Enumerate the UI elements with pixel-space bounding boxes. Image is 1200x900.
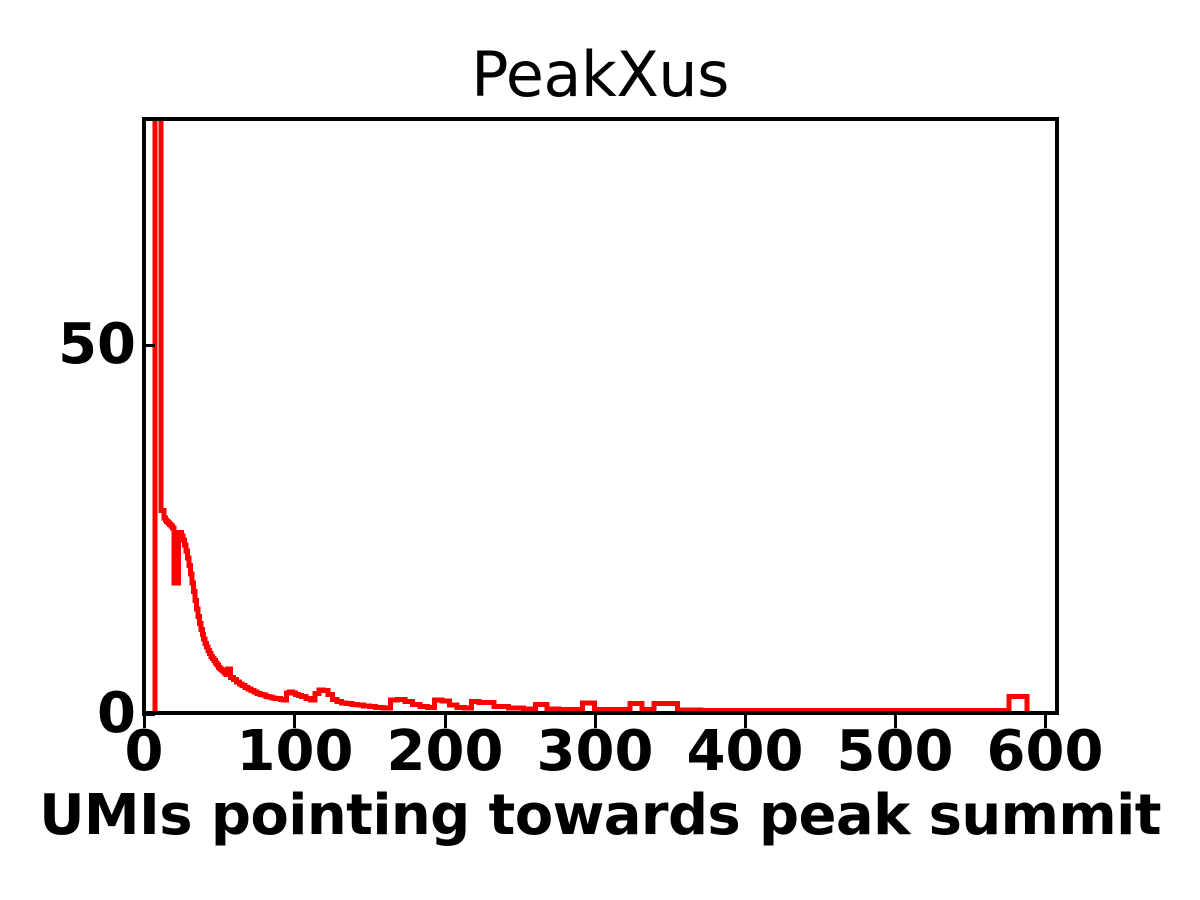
ytick-50 bbox=[142, 344, 155, 347]
yticklabel-0: 0 bbox=[97, 681, 136, 746]
xticklabel-500: 500 bbox=[836, 719, 954, 784]
xtick-300 bbox=[594, 715, 597, 728]
chart-title: PeakXus bbox=[471, 38, 729, 111]
xtick-0 bbox=[143, 715, 146, 728]
plot-area bbox=[142, 117, 1059, 715]
yticklabel-50: 50 bbox=[58, 312, 136, 377]
ytick-0 bbox=[142, 713, 155, 716]
series-line-umi-count bbox=[152, 121, 1030, 711]
xtick-100 bbox=[293, 715, 296, 728]
xticklabel-0: 0 bbox=[124, 719, 164, 784]
xtick-500 bbox=[894, 715, 897, 728]
xticklabel-400: 400 bbox=[686, 719, 804, 784]
xticklabel-300: 300 bbox=[536, 719, 654, 784]
xtick-400 bbox=[744, 715, 747, 728]
xtick-600 bbox=[1044, 715, 1047, 728]
x-axis-label: UMIs pointing towards peak summit bbox=[39, 783, 1161, 848]
data-curve bbox=[152, 121, 1030, 711]
xtick-200 bbox=[444, 715, 447, 728]
xticklabel-100: 100 bbox=[236, 719, 354, 784]
xticklabel-200: 200 bbox=[386, 719, 504, 784]
xticklabel-600: 600 bbox=[986, 719, 1104, 784]
